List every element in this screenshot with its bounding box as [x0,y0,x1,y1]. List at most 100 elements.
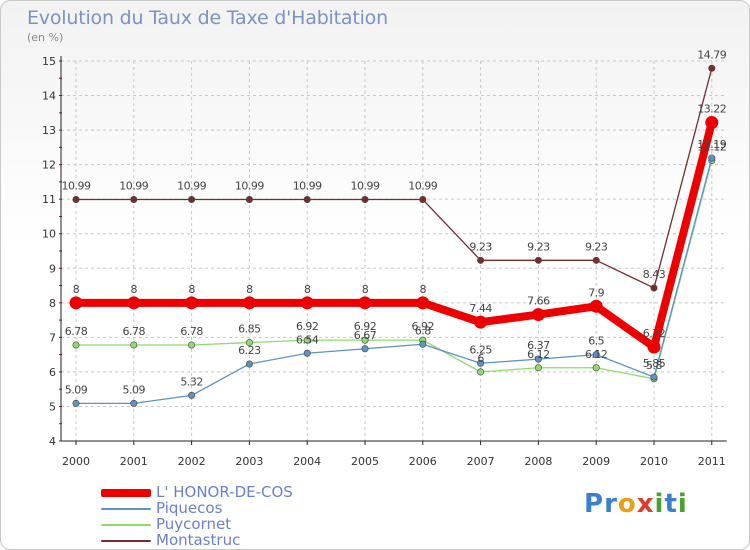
data-point [130,341,138,349]
data-label: 6.5 [588,335,604,348]
data-label: 10.99 [62,180,91,193]
x-tick-label: 2002 [178,455,206,468]
series-line [75,67,713,289]
data-label: 14.79 [697,48,726,61]
data-label: 6.8 [415,324,431,337]
logo-letter: t [664,489,678,519]
data-label: 5.8 [646,359,662,372]
y-tick-label: 4 [49,435,56,448]
data-label: 6.37 [527,339,550,352]
data-label: 10.99 [408,180,437,193]
data-point [361,336,369,344]
data-label: 6.12 [585,348,608,361]
data-point [477,256,485,264]
data-label: 6.78 [65,325,88,338]
data-point [188,196,196,204]
data-label: 7.44 [469,302,492,315]
data-point [130,196,138,204]
data-point [245,360,253,368]
data-label: 8 [188,283,195,296]
data-point [705,115,719,129]
data-point [303,349,311,357]
data-point [72,399,80,407]
chart-title: Evolution du Taux de Taxe d'Habitation [27,7,388,29]
series-layer [69,64,719,407]
data-label: 6.85 [238,323,261,336]
data-label: 6.92 [412,320,435,333]
proxiti-logo: Proxiti [584,489,688,519]
data-label: 5.09 [123,383,146,396]
data-point [303,196,311,204]
data-label: 10.99 [119,180,148,193]
x-tick-label: 2011 [698,455,726,468]
x-tick-label: 2006 [409,455,437,468]
data-label: 12.12 [697,140,726,153]
y-tick-label: 13 [42,124,56,137]
logo-letter: x [636,489,655,519]
logo-letter: i [654,489,665,519]
x-tick-label: 2003 [235,455,263,468]
data-point [647,340,661,354]
data-point [69,296,83,310]
data-label: 6.78 [180,325,203,338]
y-tick-label: 15 [42,55,56,68]
data-label: 8 [246,283,253,296]
chart-unit: (en %) [27,31,64,44]
legend-swatch [101,524,151,526]
data-point [188,341,196,349]
data-label: 5.32 [180,375,203,388]
data-label: 7.9 [588,286,604,299]
data-point [534,355,542,363]
data-point [592,256,600,264]
data-label: 9.23 [585,240,608,253]
data-label: 8 [304,283,311,296]
data-point [708,64,716,72]
series-line [75,159,713,380]
data-point [650,284,658,292]
data-label: 10.99 [177,180,206,193]
data-point [72,196,80,204]
data-point [419,340,427,348]
legend-swatch [101,489,151,497]
logo-letter: o [617,489,637,519]
y-tick-label: 10 [42,228,56,241]
data-point [534,256,542,264]
series-line [72,118,716,352]
data-point [72,341,80,349]
data-label: 8 [131,283,138,296]
x-tick-label: 2004 [293,455,321,468]
legend-swatch [101,540,151,542]
series-line [75,157,713,404]
legend-label: Piquecos [156,499,223,517]
y-tick-label: 9 [49,262,56,275]
data-point [650,373,658,381]
data-label: 8 [420,283,427,296]
x-tick-label: 2001 [120,455,148,468]
data-label: 10.99 [351,180,380,193]
x-tick-label: 2007 [467,455,495,468]
data-label: 5.09 [65,383,88,396]
logo-letter: P [584,489,605,519]
data-label: 6.72 [643,327,666,340]
axis-layer: 4 5 6 7 8 9 10 11 12 13 14 15 2000 2001 2002 2003 2004 20… [42,55,727,468]
data-label: 8 [362,283,369,296]
data-point [708,154,716,162]
x-tick-label: 2010 [640,455,668,468]
y-tick-label: 7 [49,331,56,344]
x-tick-label: 2009 [582,455,610,468]
legend-label: L' HONOR-DE-COS [156,483,293,501]
data-label: 6.23 [238,344,261,357]
data-point [477,359,485,367]
logo-letter: i [677,489,688,519]
logo-letter: r [604,489,618,519]
data-label: 9.23 [527,240,550,253]
data-label: 6.78 [123,325,146,338]
data-point [419,196,427,204]
data-label: 6.92 [296,320,319,333]
data-point [127,296,141,310]
y-tick-label: 12 [42,159,56,172]
data-label-layer: 10.99 10.99 10.99 10.99 10.99 10.99 10.99 9.23 9… [62,48,728,396]
data-label: 9.23 [469,240,492,253]
data-point [358,296,372,310]
